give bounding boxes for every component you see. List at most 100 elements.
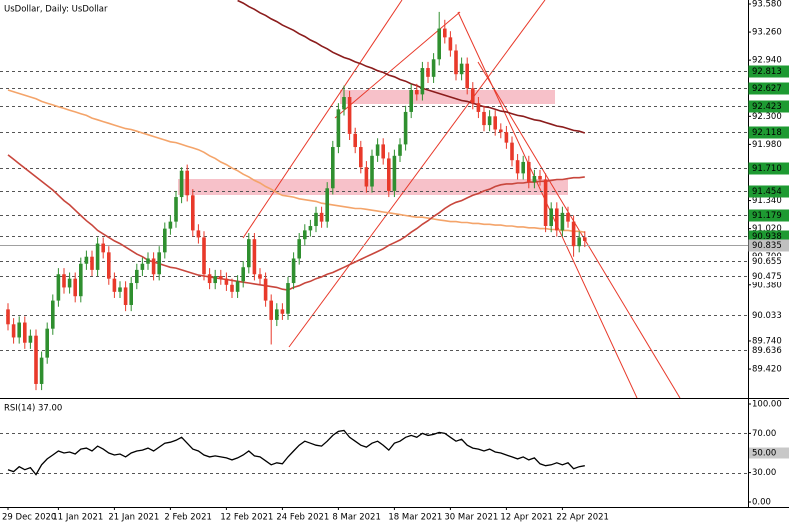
x-tick-label: 24 Feb 2021: [276, 513, 329, 523]
level-label: 91.710: [752, 164, 782, 174]
candle-body: [62, 274, 66, 288]
level-label-box: [748, 185, 789, 198]
candle-body: [174, 197, 178, 222]
y-tick-label: 93.580: [752, 0, 782, 10]
level-label-box: [748, 126, 789, 139]
candle-body: [258, 274, 262, 279]
candle-body: [364, 167, 369, 187]
x-tick-label: 8 Mar 2021: [332, 513, 380, 523]
level-label: 90.475: [752, 272, 782, 282]
level-label-box: [748, 162, 789, 175]
candle-body: [347, 97, 352, 134]
candle-body: [146, 258, 150, 264]
y-tick-label: 50.00: [752, 449, 776, 459]
candle-body: [23, 322, 27, 343]
candle-body: [219, 276, 223, 279]
candle-body: [387, 158, 391, 191]
candle-body: [151, 258, 156, 275]
candle-body: [319, 212, 324, 222]
level-label-box: [749, 310, 789, 321]
level-label: 91.454: [752, 187, 782, 197]
level-label: 90.655: [752, 257, 782, 267]
tick-label-box: [749, 447, 789, 459]
level-label: 92.813: [752, 67, 782, 77]
candle-body: [504, 132, 509, 143]
candle-body: [51, 300, 55, 329]
candle-body: [555, 208, 559, 231]
level-label-box: [749, 256, 789, 267]
candle-body: [353, 133, 357, 148]
candle-body: [303, 230, 307, 240]
resistance-zone: [340, 90, 555, 104]
level-label: 92.118: [752, 128, 782, 138]
candle-body: [202, 237, 206, 275]
x-tick-label: 29 Dec 2020: [2, 513, 56, 523]
x-tick-label: 2 Feb 2021: [164, 513, 212, 523]
candle-body: [207, 274, 212, 284]
candle-body: [263, 278, 268, 301]
candle-body: [314, 212, 318, 227]
candle-body: [230, 284, 234, 292]
rsi-title: RSI(14) 37.00: [4, 404, 62, 414]
candle-body: [515, 160, 520, 174]
candle-body: [359, 147, 363, 168]
candle-body: [90, 256, 94, 270]
level-label: 90.938: [752, 232, 782, 242]
candle-body: [583, 237, 587, 241]
candle-body: [247, 239, 251, 268]
candle-body: [487, 116, 492, 126]
candle-body: [342, 97, 346, 110]
candle-body: [459, 63, 464, 75]
candle-body: [381, 144, 385, 159]
candle-body: [163, 228, 167, 253]
level-label: 91.179: [752, 211, 782, 221]
candle-body: [308, 226, 313, 231]
y-tick-label: 100.00: [752, 400, 782, 410]
x-tick-label: 12 Apr 2021: [500, 513, 553, 523]
chart-title: UsDollar, Daily: UsDollar: [4, 5, 108, 15]
level-label: 90.033: [752, 311, 782, 321]
candle-body: [107, 252, 111, 279]
candle-body: [476, 103, 481, 112]
x-tick-label: 18 Mar 2021: [388, 513, 442, 523]
candle-body: [168, 221, 173, 229]
y-tick-label: 92.300: [752, 112, 782, 122]
level-label-box: [748, 82, 789, 95]
candle-body: [17, 322, 21, 338]
candle-body: [56, 274, 61, 301]
candle-body: [275, 309, 279, 320]
level-label: 92.627: [752, 84, 782, 94]
channel-line: [477, 61, 681, 398]
candle-body: [135, 269, 139, 284]
y-tick-label: 30.00: [752, 468, 776, 478]
candle-body: [67, 278, 72, 288]
candle-body: [39, 357, 44, 384]
channel-line: [457, 11, 638, 398]
level-label: 90.835: [752, 241, 782, 251]
candle-body: [286, 283, 290, 314]
x-tick-label: 21 Jan 2021: [108, 513, 159, 523]
candle-body: [510, 142, 514, 161]
channel-line: [288, 0, 546, 348]
candle-body: [375, 144, 380, 156]
candle-body: [426, 68, 430, 77]
candle-body: [213, 276, 217, 284]
y-tick-label: 89.420: [752, 365, 782, 375]
candle-body: [118, 287, 122, 292]
candle-body: [235, 281, 240, 292]
candle-body: [336, 109, 341, 148]
y-tick-label: 91.340: [752, 196, 782, 206]
y-tick-label: 92.940: [752, 56, 782, 66]
candle-body: [549, 208, 553, 227]
candle-body: [398, 144, 402, 156]
channel-line: [242, 0, 403, 239]
y-tick-label: 91.020: [752, 224, 782, 234]
level-label-box: [748, 65, 789, 78]
candle-body: [123, 287, 128, 305]
candle-body: [538, 175, 542, 180]
candle-body: [532, 175, 537, 183]
price-panel: [0, 0, 748, 398]
